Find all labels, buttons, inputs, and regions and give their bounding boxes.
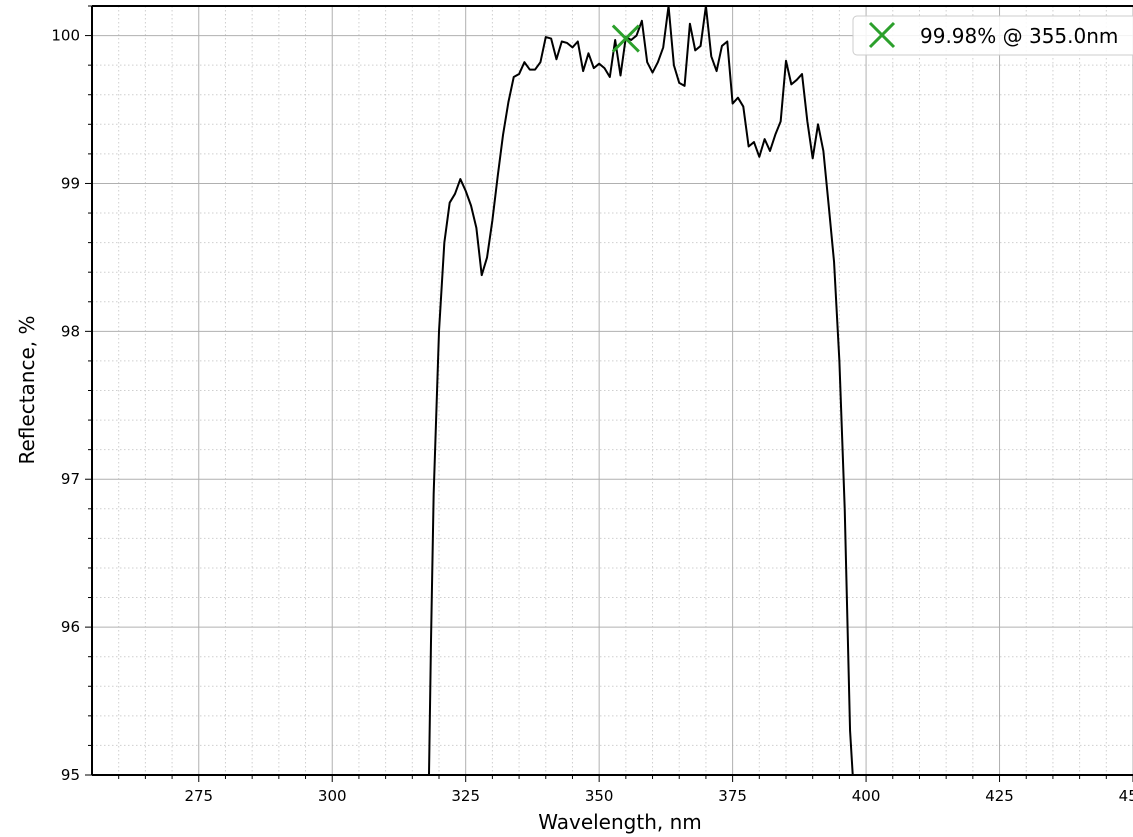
- y-tick-label: 98: [61, 322, 80, 340]
- y-tick-label: 95: [61, 766, 80, 784]
- series-group: [427, 6, 854, 775]
- x-tick-label: 400: [852, 787, 881, 805]
- x-tick-label: 425: [985, 787, 1014, 805]
- legend-entry-label: 99.98% @ 355.0nm: [920, 24, 1118, 48]
- minor-grid: [92, 5, 1133, 775]
- peak-marker: [611, 24, 640, 53]
- y-tick-label: 99: [61, 174, 80, 192]
- y-tick-label: 100: [51, 27, 80, 45]
- legend-marker-icon: [868, 21, 896, 49]
- x-tick-label: 350: [585, 787, 614, 805]
- y-tick-label: 96: [61, 618, 80, 636]
- y-axis-label: Reflectance, %: [15, 316, 39, 465]
- peak-marker-stroke-b: [611, 24, 640, 53]
- marker-group: [611, 24, 640, 53]
- x-tick-label: 275: [184, 787, 213, 805]
- y-axis-ticks: 95 96 97 98 99 100: [51, 5, 92, 784]
- y-tick-label: 97: [61, 470, 80, 488]
- x-tick-label: 450: [1119, 787, 1133, 805]
- series-line-0: [427, 6, 854, 775]
- x-axis-ticks: 275 300 325 350 375 400 425 450: [118, 775, 1133, 805]
- legend: 99.98% @ 355.0nm: [852, 15, 1133, 56]
- legend-box: [852, 15, 1133, 56]
- x-tick-label: 325: [451, 787, 480, 805]
- x-tick-label: 300: [318, 787, 347, 805]
- legend-marker-stroke-b: [868, 21, 896, 49]
- x-tick-label: 375: [718, 787, 747, 805]
- x-axis-label: Wavelength, nm: [538, 810, 702, 834]
